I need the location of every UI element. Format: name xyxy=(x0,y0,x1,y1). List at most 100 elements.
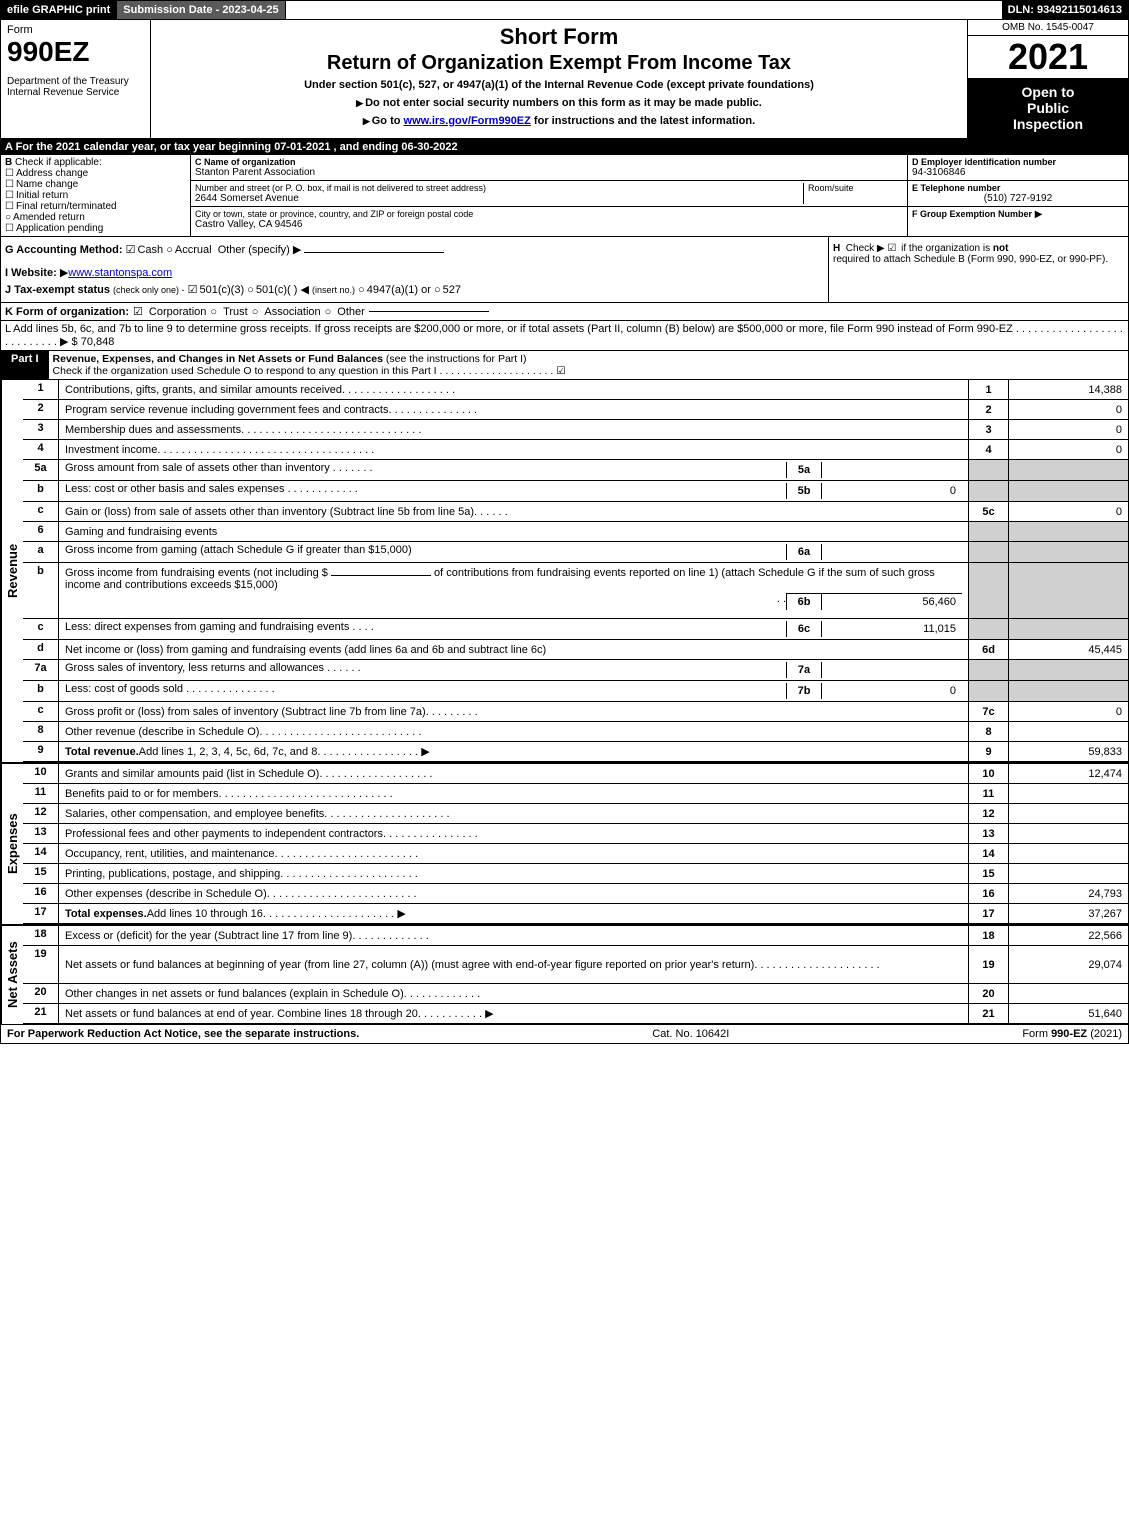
j-label: J Tax-exempt status xyxy=(5,284,110,296)
line-8-num: 8 xyxy=(23,722,59,741)
revenue-section: Revenue 1 Contributions, gifts, grants, … xyxy=(1,380,1128,762)
chk-address-change[interactable] xyxy=(5,168,16,179)
f-label: F Group Exemption Number xyxy=(912,209,1032,219)
line-21-desc: Net assets or fund balances at end of ye… xyxy=(65,1008,418,1020)
c-city-label: City or town, state or province, country… xyxy=(195,209,473,219)
chk-501c[interactable] xyxy=(247,284,256,296)
chk-h[interactable] xyxy=(887,243,898,254)
j-501c: 501(c)( ) xyxy=(256,284,298,296)
chk-schedule-o[interactable] xyxy=(556,365,567,377)
chk-527[interactable] xyxy=(434,284,443,296)
g-label: G Accounting Method: xyxy=(5,244,123,256)
line-3-amt: 0 xyxy=(1008,420,1128,439)
line-19-num: 19 xyxy=(23,946,59,983)
line-12-desc: Salaries, other compensation, and employ… xyxy=(65,808,324,820)
chk-corp[interactable] xyxy=(133,305,145,318)
line-15-num: 15 xyxy=(23,864,59,883)
line-5a-num: 5a xyxy=(23,460,59,480)
chk-amended-return[interactable] xyxy=(5,212,13,223)
line-4-desc: Investment income xyxy=(65,444,157,456)
line-5c-desc: Gain or (loss) from sale of assets other… xyxy=(65,506,474,518)
line-10-box: 10 xyxy=(968,764,1008,783)
k-other-input[interactable] xyxy=(369,311,489,312)
instr-goto: Go to www.irs.gov/Form990EZ for instruct… xyxy=(159,115,959,127)
dln: DLN: 93492115014613 xyxy=(1002,1,1128,19)
chk-cash[interactable] xyxy=(126,244,138,256)
line-6b-greyamt xyxy=(1008,563,1128,618)
line-17-amt: 37,267 xyxy=(1008,904,1128,923)
line-13-box: 13 xyxy=(968,824,1008,843)
org-city: Castro Valley, CA 94546 xyxy=(195,219,473,230)
line-9-num: 9 xyxy=(23,742,59,761)
line-2-amt: 0 xyxy=(1008,400,1128,419)
chk-trust[interactable] xyxy=(210,306,219,318)
netassets-side-label: Net Assets xyxy=(1,926,23,1024)
line-11-desc: Benefits paid to or for members xyxy=(65,788,218,800)
chk-accrual[interactable] xyxy=(166,244,175,256)
line-2-num: 2 xyxy=(23,400,59,419)
line-10-amt: 12,474 xyxy=(1008,764,1128,783)
c-room-label: Room/suite xyxy=(808,183,903,193)
revenue-side-label: Revenue xyxy=(1,380,23,762)
line-5c-amt: 0 xyxy=(1008,502,1128,521)
line-4-amt: 0 xyxy=(1008,440,1128,459)
line-14-desc: Occupancy, rent, utilities, and maintena… xyxy=(65,848,275,860)
line-5a-greybox xyxy=(968,460,1008,480)
section-def: D Employer identification number 94-3106… xyxy=(908,155,1128,236)
subtitle: Under section 501(c), 527, or 4947(a)(1)… xyxy=(159,79,959,91)
line-4: 4 Investment income . . . . . . . . . . … xyxy=(23,440,1128,460)
line-5b-mid: 5b xyxy=(786,483,822,499)
j-note: (check only one) - xyxy=(113,285,185,295)
line-9-box: 9 xyxy=(968,742,1008,761)
line-20-box: 20 xyxy=(968,984,1008,1003)
form-footer: For Paperwork Reduction Act Notice, see … xyxy=(1,1024,1128,1043)
line-1-desc: Contributions, gifts, grants, and simila… xyxy=(65,384,342,396)
line-17-box: 17 xyxy=(968,904,1008,923)
line-13-desc: Professional fees and other payments to … xyxy=(65,828,383,840)
line-7b-greyamt xyxy=(1008,681,1128,701)
chk-initial-return[interactable] xyxy=(5,190,16,201)
chk-final-return[interactable] xyxy=(5,201,16,212)
efile-print-button[interactable]: efile GRAPHIC print xyxy=(1,1,117,19)
g-accrual: Accrual xyxy=(175,244,212,256)
chk-application-pending[interactable] xyxy=(5,223,16,234)
g-other: Other (specify) xyxy=(218,244,290,256)
chk-501c3[interactable] xyxy=(188,284,200,296)
line-2: 2 Program service revenue including gove… xyxy=(23,400,1128,420)
line-16-box: 16 xyxy=(968,884,1008,903)
opt-amended-return: Amended return xyxy=(13,212,85,223)
chk-name-change[interactable] xyxy=(5,179,16,190)
line-5b: b Less: cost or other basis and sales ex… xyxy=(23,481,1128,502)
org-name: Stanton Parent Association xyxy=(195,167,903,178)
line-6b-desc-a: Gross income from fundraising events (no… xyxy=(65,567,328,579)
website-link[interactable]: www.stantonspa.com xyxy=(68,267,172,279)
irs-link[interactable]: www.irs.gov/Form990EZ xyxy=(404,115,531,127)
part1-title: Revenue, Expenses, and Changes in Net As… xyxy=(53,353,383,365)
line-6d-num: d xyxy=(23,640,59,659)
b-label: B xyxy=(5,157,12,168)
chk-4947[interactable] xyxy=(358,284,367,296)
form-header: Form 990EZ Department of the Treasury In… xyxy=(1,20,1128,139)
footer-form-year: (2021) xyxy=(1087,1028,1122,1040)
org-street: 2644 Somerset Avenue xyxy=(195,193,803,204)
chk-other[interactable] xyxy=(325,306,334,318)
title-return: Return of Organization Exempt From Incom… xyxy=(159,52,959,75)
g-other-input[interactable] xyxy=(304,252,444,253)
line-6a: a Gross income from gaming (attach Sched… xyxy=(23,542,1128,563)
line-6a-greybox xyxy=(968,542,1008,562)
line-16-desc: Other expenses (describe in Schedule O) xyxy=(65,888,267,900)
line-6b-blank[interactable] xyxy=(331,575,431,576)
line-13-num: 13 xyxy=(23,824,59,843)
line-5b-greyamt xyxy=(1008,481,1128,501)
j-4947: 4947(a)(1) or xyxy=(367,284,431,296)
line-6c-midamt: 11,015 xyxy=(822,621,962,637)
f-arrow-icon: ▶ xyxy=(1035,209,1043,220)
line-7c: c Gross profit or (loss) from sales of i… xyxy=(23,702,1128,722)
line-19-box: 19 xyxy=(968,946,1008,983)
line-6c-mid: 6c xyxy=(786,621,822,637)
line-5a-midamt xyxy=(822,462,962,478)
chk-assoc[interactable] xyxy=(252,306,261,318)
h-check: Check ▶ xyxy=(846,243,885,254)
dept-irs: Internal Revenue Service xyxy=(7,87,144,98)
line-7c-box: 7c xyxy=(968,702,1008,721)
